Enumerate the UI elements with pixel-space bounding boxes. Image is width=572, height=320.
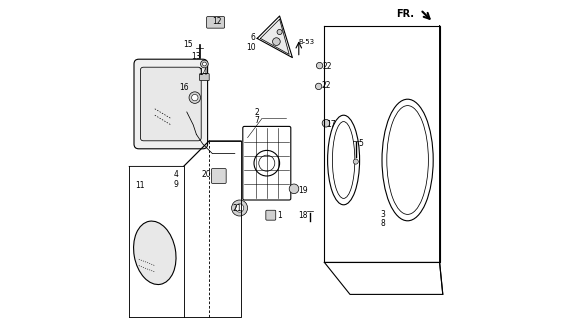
Circle shape	[353, 159, 358, 164]
Circle shape	[202, 62, 206, 66]
Circle shape	[273, 38, 280, 45]
Text: 4: 4	[174, 170, 179, 179]
Text: 8: 8	[380, 220, 385, 228]
Text: 21: 21	[233, 204, 242, 212]
Text: 19: 19	[298, 186, 308, 195]
Text: 9: 9	[174, 180, 179, 188]
Text: 3: 3	[380, 210, 386, 219]
Text: 1: 1	[277, 212, 282, 220]
Text: 14: 14	[198, 68, 208, 77]
Text: 13: 13	[192, 52, 201, 61]
Circle shape	[201, 60, 208, 68]
Circle shape	[192, 94, 198, 101]
Circle shape	[322, 119, 330, 127]
FancyBboxPatch shape	[206, 17, 225, 28]
Text: 10: 10	[246, 43, 256, 52]
Ellipse shape	[134, 221, 176, 284]
Text: 6: 6	[251, 33, 256, 42]
Text: 22: 22	[323, 62, 332, 71]
Text: 2: 2	[254, 108, 259, 116]
FancyBboxPatch shape	[200, 74, 209, 81]
Text: B-53: B-53	[299, 39, 315, 44]
Text: 18: 18	[299, 212, 308, 220]
Circle shape	[316, 62, 323, 69]
Text: 16: 16	[180, 83, 189, 92]
Circle shape	[277, 29, 282, 35]
Circle shape	[236, 204, 244, 212]
FancyBboxPatch shape	[212, 169, 226, 183]
Circle shape	[232, 200, 248, 216]
FancyBboxPatch shape	[243, 126, 291, 200]
FancyBboxPatch shape	[266, 210, 276, 220]
Text: 22: 22	[321, 81, 331, 90]
Text: 20: 20	[201, 170, 211, 179]
Circle shape	[315, 83, 322, 90]
Text: FR.: FR.	[396, 9, 414, 20]
Circle shape	[289, 184, 299, 194]
Text: 5: 5	[359, 139, 364, 148]
FancyBboxPatch shape	[140, 67, 201, 141]
Circle shape	[189, 92, 201, 103]
Text: 12: 12	[213, 17, 222, 26]
Text: 7: 7	[254, 116, 259, 125]
Text: 15: 15	[184, 40, 193, 49]
FancyBboxPatch shape	[134, 59, 208, 149]
Text: 17: 17	[327, 120, 336, 129]
Text: 11: 11	[136, 181, 145, 190]
Polygon shape	[260, 19, 289, 54]
